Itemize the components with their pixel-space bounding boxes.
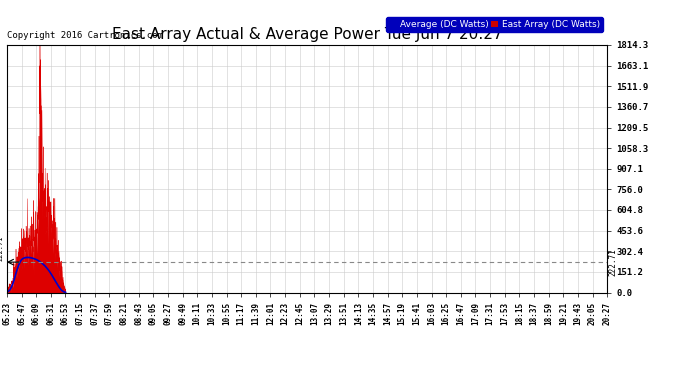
Legend: Average (DC Watts), East Array (DC Watts): Average (DC Watts), East Array (DC Watts… [386, 17, 602, 32]
Text: 222.71: 222.71 [0, 236, 4, 261]
Text: 222.71: 222.71 [609, 248, 618, 276]
Text: Copyright 2016 Cartronics.com: Copyright 2016 Cartronics.com [7, 31, 163, 40]
Title: East Array Actual & Average Power Tue Jun 7 20:27: East Array Actual & Average Power Tue Ju… [112, 27, 502, 42]
